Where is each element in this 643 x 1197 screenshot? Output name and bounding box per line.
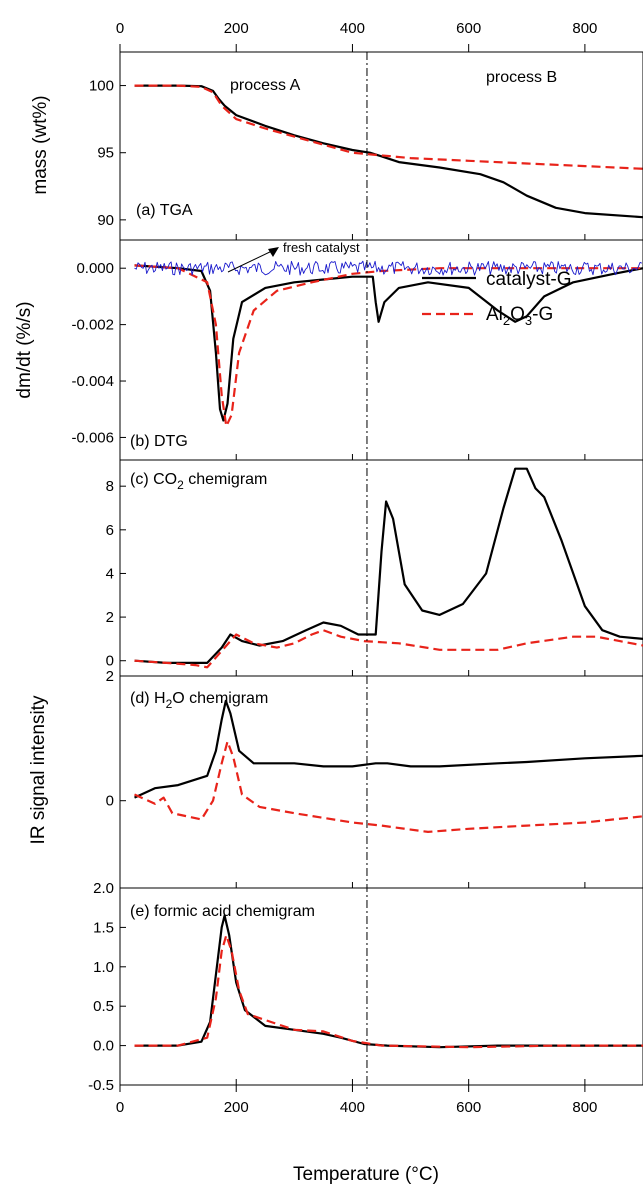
- panel-c-ann-pre: (c) CO: [130, 471, 177, 488]
- panel-b-dtg: -0.006 -0.004 -0.002 0.000 (b) DTG fresh ca…: [14, 239, 643, 461]
- y-tick-label-c-1: 2: [106, 609, 114, 626]
- panel-d-frame: [119, 675, 643, 889]
- series-c-al2o3-g: [134, 629, 643, 669]
- series-b-fresh-catalyst: [134, 260, 642, 276]
- y-tick-label-a-0: 90: [97, 212, 114, 229]
- top-x-tick-label-1: 200: [224, 20, 249, 37]
- y-tick-label-c-4: 8: [106, 478, 114, 495]
- legend-alumina-sub1: 2: [503, 313, 510, 328]
- legend-label-alumina: Al2O3-G: [486, 304, 553, 328]
- x-axis-label: Temperature (°C): [293, 1164, 439, 1185]
- shared-y-label: IR signal intensity: [28, 695, 49, 844]
- y-tick-label-b-3: 0.000: [76, 260, 114, 277]
- panel-e-y-ticks: -0.5 0.0 0.5 1.0 1.5 2.0: [88, 880, 586, 1094]
- panel-a-frame: [119, 51, 643, 241]
- y-tick-label-d-0: 0: [106, 793, 114, 810]
- y-tick-label-e-5: 2.0: [93, 880, 114, 897]
- series-e-al2o3-g: [134, 934, 643, 1049]
- fresh-catalyst-label: fresh catalyst: [283, 240, 360, 255]
- y-tick-label-e-4: 1.5: [93, 919, 114, 936]
- bottom-x-tick-label-4: 800: [572, 1099, 597, 1116]
- series-d-catalyst-g: [134, 699, 643, 799]
- panel-e-formic: -0.5 0.0 0.5 1.0 1.5 2.0 (e) formic acid chem…: [88, 880, 643, 1116]
- panel-b-series: [134, 260, 643, 428]
- series-d-al2o3-g: [134, 740, 643, 833]
- y-tick-label-d-1: 2: [106, 668, 114, 685]
- panel-d-series: [134, 699, 643, 833]
- bottom-x-tick-label-3: 600: [456, 1099, 481, 1116]
- panel-b-annotation: (b) DTG: [130, 433, 188, 450]
- process-b-label: process B: [486, 69, 557, 86]
- series-c-catalyst-g: [134, 467, 643, 664]
- bottom-x-tick-label-0: 0: [116, 1099, 124, 1116]
- fresh-catalyst-arrow: [227, 249, 275, 273]
- panel-e-series: [134, 914, 643, 1049]
- bottom-x-tick-label-2: 400: [340, 1099, 365, 1116]
- panel-a-tga: 90 95 100 (a) TGA process A process B mass…: [30, 51, 643, 241]
- series-e-catalyst-g: [134, 914, 643, 1049]
- top-x-tick-label-4: 800: [572, 20, 597, 37]
- panel-a-y-ticks: 90 95 100: [89, 78, 586, 240]
- top-x-tick-label-3: 600: [456, 20, 481, 37]
- panel-c-ann-post: chemigram: [184, 471, 268, 488]
- bottom-x-tick-label-1: 200: [224, 1099, 249, 1116]
- panel-d-annotation: (d) H2O chemigram: [130, 690, 268, 711]
- y-tick-label-c-3: 6: [106, 522, 114, 539]
- legend-alumina-al: Al: [486, 304, 503, 325]
- panel-c-y-ticks: 0 2 4 6 8: [106, 478, 586, 676]
- top-x-axis: 0 200 400 600 800: [116, 20, 643, 53]
- panel-a-y-label: mass (wt%): [30, 95, 51, 194]
- panel-a-annotation: (a) TGA: [136, 202, 193, 219]
- series-b-catalyst-g: [134, 264, 643, 422]
- panel-d-h2o: 02 (d) H2O chemigram: [106, 668, 643, 889]
- legend-alumina-end: -G: [532, 304, 553, 325]
- bottom-x-ticks: 0 200 400 600 800: [116, 1085, 597, 1116]
- panel-d-ann-sub: 2: [166, 697, 173, 711]
- legend-alumina-sub2: 3: [525, 313, 532, 328]
- legend: catalyst-G Al2O3-G: [422, 269, 572, 328]
- panel-c-frame: [119, 459, 643, 677]
- y-tick-label-b-2: -0.002: [71, 317, 114, 334]
- y-tick-label-e-1: 0.0: [93, 1038, 114, 1055]
- series-a-al2o3-g: [134, 84, 643, 170]
- panel-d-ann-pre: (d) H: [130, 690, 166, 707]
- panel-b-y-ticks: -0.006 -0.004 -0.002 0.000: [71, 260, 586, 460]
- panel-e-annotation: (e) formic acid chemigram: [130, 903, 315, 920]
- y-tick-label-e-3: 1.0: [93, 959, 114, 976]
- y-tick-label-b-1: -0.004: [71, 373, 114, 390]
- panel-a-series: [134, 84, 643, 219]
- top-x-tick-label-0: 0: [116, 20, 124, 37]
- panel-e-frame: [119, 887, 643, 1086]
- panel-d-ann-post: O chemigram: [172, 690, 268, 707]
- panel-c-series: [134, 467, 643, 669]
- fresh-catalyst-arrowhead: [268, 247, 279, 257]
- legend-label-catalyst: catalyst-G: [486, 269, 572, 290]
- panel-b-y-label: dm/dt (%/s): [14, 301, 35, 398]
- y-tick-label-a-1: 95: [97, 145, 114, 162]
- panel-c-annotation: (c) CO2 chemigram: [130, 471, 267, 492]
- y-tick-label-c-2: 4: [106, 565, 114, 582]
- y-tick-label-e-0: -0.5: [88, 1077, 114, 1094]
- y-tick-label-a-2: 100: [89, 78, 114, 95]
- panel-d-y-ticks: 02: [106, 668, 586, 888]
- panel-c-ann-sub: 2: [177, 478, 184, 492]
- y-tick-label-b-0: -0.006: [71, 429, 114, 446]
- y-tick-label-c-0: 0: [106, 653, 114, 670]
- series-a-catalyst-g: [134, 84, 643, 219]
- top-x-tick-label-2: 400: [340, 20, 365, 37]
- legend-alumina-o: O: [510, 304, 525, 325]
- y-tick-label-e-2: 0.5: [93, 998, 114, 1015]
- process-a-label: process A: [230, 77, 301, 94]
